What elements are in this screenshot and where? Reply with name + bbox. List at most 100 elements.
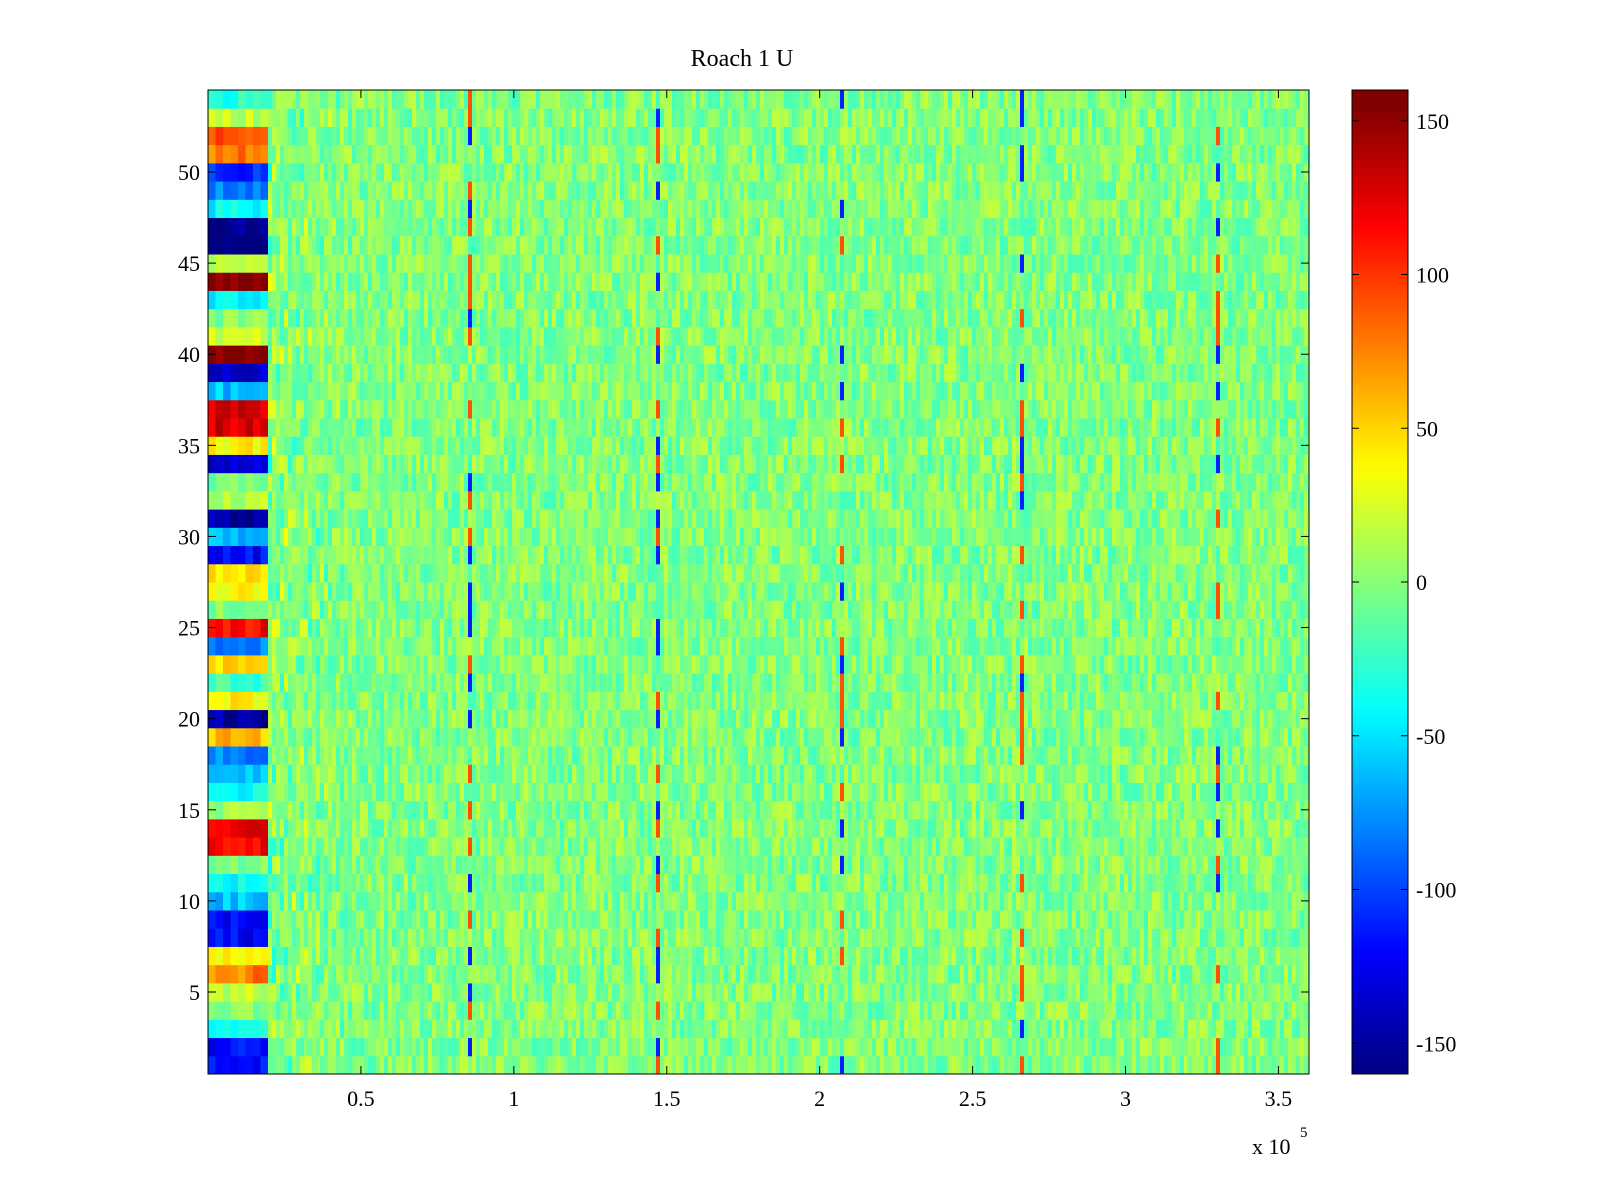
heatmap-cell [880,1037,885,1057]
heatmap-cell [496,1055,501,1074]
heatmap-cell [480,928,485,947]
heatmap-cell [1120,782,1125,802]
heatmap-cell [728,837,733,856]
heatmap-cell [408,855,413,875]
heatmap-cell [223,1019,232,1039]
heatmap-cell [992,1001,997,1020]
heatmap-cell [892,1001,897,1020]
heatmap-cell [308,946,313,966]
heatmap-cell [516,1037,521,1057]
heatmap-cell [1212,837,1217,856]
heatmap-cell [1200,982,1205,1002]
heatmap-cell [324,873,329,893]
heatmap-cell [568,727,573,747]
heatmap-cell [544,782,549,802]
heatmap-cell [300,891,305,911]
heatmap-cell [528,964,533,984]
heatmap-cell [268,855,273,875]
heatmap-cell [238,782,247,802]
heatmap-cell [368,928,373,947]
heatmap-cell [296,891,301,911]
heatmap-cell [836,1055,841,1074]
heatmap-cell [1204,910,1209,929]
heatmap-cell [772,873,777,893]
heatmap-cell [604,818,609,838]
heatmap-cell [736,818,741,838]
heatmap-cell [616,800,621,820]
heatmap-cell [1008,1001,1013,1020]
heatmap-cell [868,1055,873,1074]
heatmap-cell [500,746,505,765]
heatmap-cell [800,1037,805,1057]
heatmap-cell [948,818,953,838]
heatmap-cell [1064,818,1069,838]
heatmap-cell [412,746,417,765]
heatmap-cell [756,727,761,747]
heatmap-cell [1292,800,1297,820]
heatmap-cell [824,946,829,966]
heatmap-cell [940,800,945,820]
heatmap-cell [372,1001,377,1020]
heatmap-cell [580,727,585,747]
heatmap-cell [1164,891,1169,911]
heatmap-cell [604,891,609,911]
heatmap-cell [424,746,429,765]
heatmap-cell [1032,746,1037,765]
heatmap-cell [238,764,247,783]
heatmap-cell [364,837,369,856]
heatmap-cell [360,764,365,783]
heatmap-cell [316,800,321,820]
heatmap-cell [304,910,309,929]
heatmap-cell [820,782,825,802]
heatmap-cell [828,873,833,893]
heatmap-cell [640,818,645,838]
heatmap-cell [728,982,733,1002]
heatmap-cell [716,782,721,802]
heatmap-cell [392,782,397,802]
heatmap-cell [320,982,325,1002]
heatmap-cell [416,891,421,911]
heatmap-cell [672,1001,677,1020]
heatmap-cell [696,800,701,820]
heatmap-cell [332,727,337,747]
heatmap-cell [792,855,797,875]
heatmap-cell [584,891,589,911]
heatmap-cell [920,1037,925,1057]
heatmap-cell [1112,910,1117,929]
heatmap-cell [528,818,533,838]
heatmap-cell [448,873,453,893]
heatmap-cell [672,764,677,783]
heatmap-cell [1148,891,1153,911]
heatmap-cell [736,982,741,1002]
heatmap-cell [676,764,681,783]
heatmap-cell [364,1055,369,1074]
heatmap-cell [748,1001,753,1020]
heatmap-cell [840,873,845,893]
heatmap-cell [1176,837,1181,856]
heatmap-cell [936,1055,941,1074]
heatmap-cell [660,800,665,820]
heatmap-cell [996,873,1001,893]
heatmap-cell [864,1055,869,1074]
heatmap-cell [812,800,817,820]
heatmap-cell [592,837,597,856]
heatmap-cell [864,964,869,984]
heatmap-cell [1004,946,1009,966]
heatmap-cell [708,1055,713,1074]
heatmap-cell [316,746,321,765]
heatmap-cell [1216,1001,1221,1020]
heatmap-cell [720,837,725,856]
heatmap-cell [404,818,409,838]
heatmap-cell [1148,818,1153,838]
heatmap-cell [1280,964,1285,984]
heatmap-cell [400,800,405,820]
heatmap-cell [948,910,953,929]
heatmap-cell [1124,855,1129,875]
heatmap-cell [1200,910,1205,929]
heatmap-cell [1024,1001,1029,1020]
heatmap-cell [1260,1055,1265,1074]
heatmap-cell [992,818,997,838]
heatmap-cell [960,764,965,783]
heatmap-cell [1100,1055,1105,1074]
heatmap-cell [584,928,589,947]
